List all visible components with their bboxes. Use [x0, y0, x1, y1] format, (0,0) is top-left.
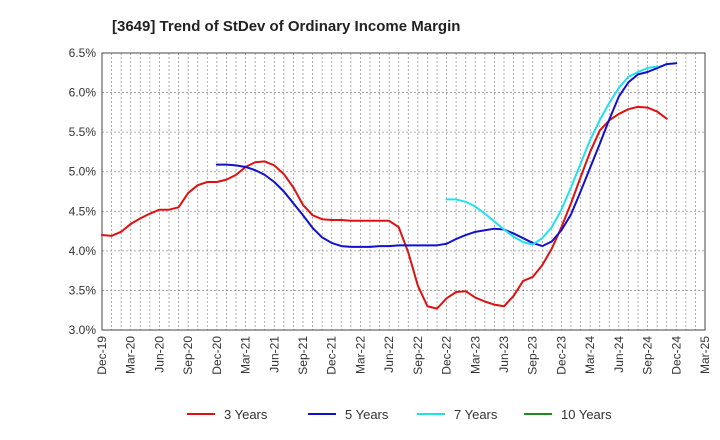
y-tick-label: 4.0%	[69, 244, 97, 258]
series-lines	[101, 62, 678, 310]
y-tick-label: 6.5%	[69, 46, 97, 60]
plot-area	[102, 53, 705, 330]
series-line-5-years	[215, 62, 678, 248]
grid	[101, 52, 706, 331]
y-tick-label: 5.5%	[69, 125, 97, 139]
y-tick-label: 3.0%	[69, 323, 97, 337]
x-tick-label: Sep-22	[411, 336, 425, 375]
x-tick-label: Sep-20	[181, 336, 195, 375]
x-tick-label: Mar-24	[583, 336, 597, 374]
x-tick-label: Jun-21	[267, 336, 281, 373]
x-tick-label: Dec-23	[554, 336, 568, 375]
x-tick-label: Mar-25	[698, 336, 712, 374]
x-tick-label: Jun-23	[497, 336, 511, 373]
x-tick-label: Jun-22	[382, 336, 396, 373]
x-tick-label: Jun-24	[612, 336, 626, 373]
x-tick-label: Mar-22	[353, 336, 367, 374]
x-tick-label: Sep-24	[641, 336, 655, 375]
y-tick-label: 6.0%	[69, 86, 97, 100]
x-tick-label: Dec-20	[210, 336, 224, 375]
y-tick-label: 3.5%	[69, 283, 97, 297]
plot-border	[101, 52, 706, 331]
x-tick-label: Dec-22	[440, 336, 454, 375]
x-tick-label: Sep-23	[526, 336, 540, 375]
chart-title: [3649] Trend of StDev of Ordinary Income…	[112, 18, 460, 35]
legend-label-7-years: 7 Years	[454, 407, 498, 422]
x-tick-label: Mar-21	[239, 336, 253, 374]
x-tick-label: Dec-21	[325, 336, 339, 375]
x-tick-label: Mar-20	[124, 336, 138, 374]
legend-label-5-years: 5 Years	[345, 407, 389, 422]
y-tick-label: 5.0%	[69, 165, 97, 179]
legend-label-3-years: 3 Years	[224, 407, 268, 422]
x-tick-label: Mar-23	[468, 336, 482, 374]
x-tick-label: Dec-19	[95, 336, 109, 375]
x-tick-label: Dec-24	[669, 336, 683, 375]
series-line-3-years	[101, 105, 668, 310]
x-tick-label: Sep-21	[296, 336, 310, 375]
axes: 3.0% 3.5% 4.0% 4.5% 5.0% 5.5% 6.0% 6.5% Dec-19 Ma…	[69, 46, 712, 375]
x-tick-label: Jun-20	[152, 336, 166, 373]
y-tick-label: 4.5%	[69, 204, 97, 218]
legend-label-10-years: 10 Years	[561, 407, 612, 422]
legend: 3 Years 5 Years 7 Years 10 Years	[187, 407, 612, 422]
series-line-7-years	[445, 65, 659, 246]
